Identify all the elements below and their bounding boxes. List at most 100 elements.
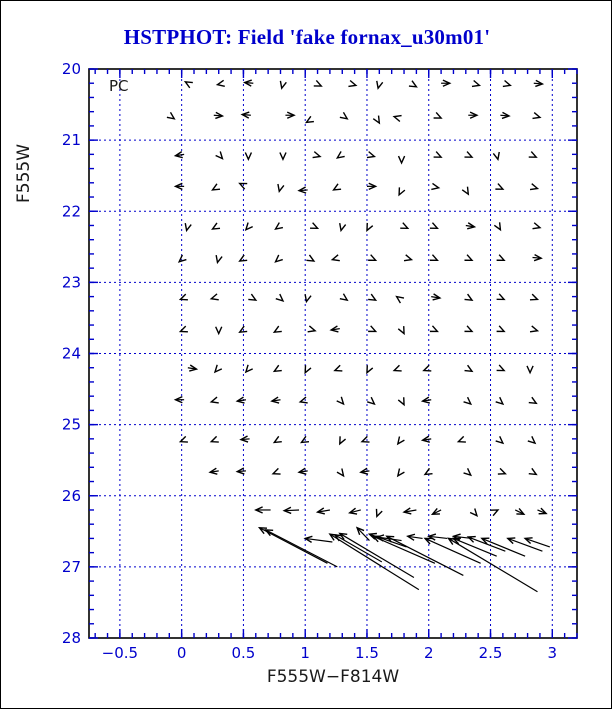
vector-arrow bbox=[469, 508, 479, 517]
vector-head bbox=[211, 183, 221, 191]
vector-arrow bbox=[431, 182, 441, 191]
vector-head bbox=[429, 222, 439, 230]
vector-arrow bbox=[397, 326, 405, 336]
vector-head bbox=[368, 254, 378, 262]
vector-arrow bbox=[502, 79, 512, 88]
vector-head bbox=[271, 467, 281, 475]
vector-head bbox=[178, 435, 188, 443]
vector-arrow bbox=[402, 507, 417, 515]
xtick-label: 2 bbox=[424, 644, 434, 662]
vector-head bbox=[328, 533, 338, 541]
vector-head bbox=[397, 326, 405, 336]
vector-arrow bbox=[431, 293, 442, 301]
vector-head bbox=[516, 508, 526, 516]
vector-head bbox=[173, 151, 183, 159]
vector-arrow bbox=[465, 222, 477, 230]
vector-arrow bbox=[244, 152, 253, 162]
vector-head bbox=[242, 79, 252, 87]
vector-shaft bbox=[428, 535, 448, 540]
vector-head bbox=[355, 526, 365, 536]
xtick-label: 1 bbox=[300, 644, 310, 662]
vector-head bbox=[495, 396, 505, 406]
vector-head bbox=[538, 507, 548, 515]
vector-head bbox=[184, 222, 192, 233]
vector-arrow bbox=[430, 508, 442, 516]
vector-head bbox=[492, 151, 500, 161]
vector-arrow bbox=[213, 111, 225, 120]
vector-arrow bbox=[310, 222, 320, 230]
vector-arrow bbox=[422, 364, 432, 372]
vector-arrow bbox=[177, 254, 187, 263]
vector-head bbox=[304, 115, 314, 124]
vector-head bbox=[402, 507, 412, 515]
vector-arrow bbox=[304, 365, 312, 375]
vector-head bbox=[529, 325, 540, 333]
vector-head bbox=[371, 535, 381, 543]
vector-arrow bbox=[514, 508, 526, 516]
y-axis-label: F555W bbox=[14, 144, 34, 203]
vector-arrow bbox=[328, 533, 420, 591]
vector-head bbox=[432, 293, 442, 301]
vector-arrow bbox=[523, 537, 551, 548]
vector-head bbox=[367, 396, 376, 406]
vector-arrow bbox=[257, 526, 328, 564]
vector-head bbox=[298, 396, 308, 404]
vector-head bbox=[442, 79, 452, 87]
vector-arrow bbox=[528, 151, 538, 158]
vector-head bbox=[359, 467, 369, 475]
vector-head bbox=[532, 111, 542, 120]
vector-head bbox=[183, 80, 193, 89]
page-title: HSTPHOT: Field 'fake fornax_u30m01' bbox=[123, 25, 491, 49]
vector-head bbox=[463, 468, 473, 477]
vector-arrow bbox=[420, 396, 432, 404]
vector-arrow bbox=[184, 222, 192, 233]
vector-shaft bbox=[305, 537, 333, 543]
vector-arrow bbox=[528, 396, 538, 405]
vector-arrow bbox=[493, 222, 502, 232]
vector-arrow bbox=[461, 186, 470, 196]
vector-shaft bbox=[407, 535, 423, 540]
vector-arrow bbox=[464, 293, 474, 302]
vector-head bbox=[392, 114, 402, 123]
vector-head bbox=[526, 365, 534, 375]
vector-arrow bbox=[400, 222, 410, 230]
vector-head bbox=[466, 535, 476, 543]
vector-arrow bbox=[254, 506, 271, 514]
vector-head bbox=[315, 507, 325, 515]
vector-head bbox=[286, 111, 296, 119]
vector-arrow bbox=[480, 537, 526, 557]
vector-arrow bbox=[348, 507, 361, 515]
vector-arrow bbox=[239, 435, 250, 443]
vector-arrow bbox=[396, 468, 405, 478]
vector-arrow bbox=[355, 526, 370, 541]
vector-arrow bbox=[270, 396, 281, 404]
vector-shaft bbox=[284, 509, 300, 512]
vector-arrow bbox=[420, 435, 432, 443]
vector-shaft bbox=[453, 537, 497, 557]
vector-head bbox=[297, 186, 307, 194]
vector-arrow bbox=[235, 467, 246, 475]
vector-head bbox=[248, 293, 258, 302]
vector-head bbox=[471, 79, 482, 88]
vector-head bbox=[235, 467, 245, 475]
vector-arrow bbox=[397, 397, 405, 407]
vector-arrow bbox=[403, 254, 414, 262]
vector-arrow bbox=[332, 183, 342, 191]
vector-arrow bbox=[466, 535, 506, 552]
vector-head bbox=[209, 435, 219, 443]
vector-head bbox=[270, 396, 280, 404]
vector-arrow bbox=[441, 79, 452, 87]
vector-head bbox=[535, 79, 545, 88]
vector-arrow bbox=[211, 183, 221, 191]
vector-arrow bbox=[279, 152, 287, 162]
vector-arrow bbox=[333, 364, 343, 372]
vector-head bbox=[528, 151, 538, 158]
vector-shaft bbox=[349, 509, 361, 514]
vector-head bbox=[496, 364, 506, 372]
vector-arrow bbox=[537, 507, 548, 515]
vector-head bbox=[375, 508, 383, 518]
vector-arrow bbox=[385, 535, 464, 576]
vector-arrow bbox=[271, 467, 281, 475]
vector-arrow bbox=[423, 467, 433, 476]
vector-arrow bbox=[178, 293, 188, 301]
